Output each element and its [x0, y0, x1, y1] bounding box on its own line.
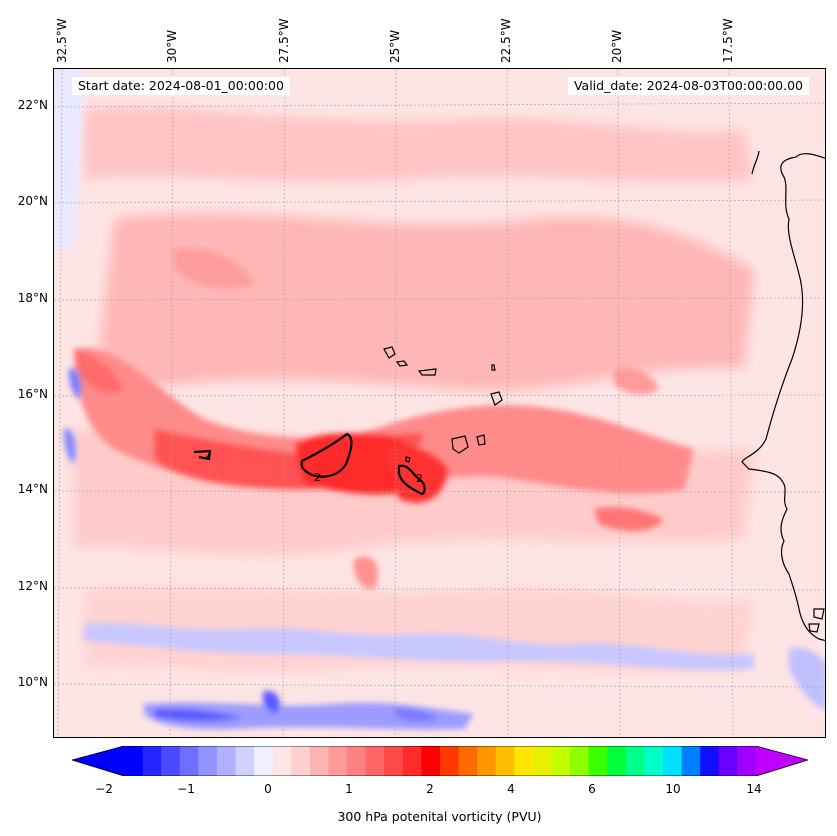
colorbar-segment — [235, 746, 255, 776]
colorbar-segment — [477, 746, 497, 776]
colorbar-tick-2: 2 — [426, 782, 434, 796]
contour-west — [193, 449, 212, 461]
colorbar-segment — [216, 746, 237, 776]
colorbar-segment — [737, 746, 757, 776]
lon-label-25w: 25°W — [388, 29, 402, 63]
island-boa-vista — [490, 391, 503, 406]
colorbar-tick-neg2: −2 — [95, 782, 113, 796]
colorbar-segment — [700, 746, 720, 776]
pv-negative-areas — [54, 69, 825, 730]
colorbar-segment — [142, 746, 162, 776]
colorbar-segment — [440, 746, 460, 776]
colorbar-segment — [384, 746, 404, 776]
pv-map: 2 2 2 — [53, 68, 826, 738]
colorbar-segment — [254, 746, 274, 776]
colorbar-segment — [532, 746, 553, 776]
gridline-20n — [54, 199, 825, 204]
gridline-14n — [54, 490, 825, 493]
island-sao-nicolau — [417, 368, 437, 376]
start-date-label: Start date: 2024-08-01_00:00:00 — [72, 77, 290, 95]
lon-label-30w: 30°W — [165, 29, 179, 63]
colorbar-segment — [309, 746, 330, 776]
coastline-north — [751, 150, 760, 175]
lat-label-14n: 14°N — [17, 482, 48, 496]
contour-label-west: 2 — [204, 449, 211, 462]
colorbar-tick-0: 0 — [264, 782, 272, 796]
contour-label-east: 2 — [416, 472, 423, 485]
colorbar-segment — [458, 746, 478, 776]
colorbar-segment — [124, 746, 144, 776]
lat-label-18n: 18°N — [17, 291, 48, 305]
lat-label-12n: 12°N — [17, 579, 48, 593]
colorbar-tick-10: 10 — [665, 782, 681, 796]
colorbar — [72, 746, 808, 776]
colorbar-segment — [625, 746, 646, 776]
colorbar-segment — [551, 746, 571, 776]
island-bissagos-2 — [808, 623, 820, 633]
colorbar-tick-14: 14 — [746, 782, 762, 796]
colorbar-tick-6: 6 — [588, 782, 596, 796]
colorbar-segment — [198, 746, 218, 776]
lon-label-32-5w: 32.5°W — [55, 18, 69, 63]
colorbar-tick-neg1: −1 — [177, 782, 195, 796]
colorbar-segment — [347, 746, 367, 776]
colorbar-segments — [124, 746, 757, 776]
lon-label-17-5w: 17.5°W — [721, 18, 735, 63]
contour-label-main: 2 — [314, 471, 321, 484]
lon-label-22-5w: 22.5°W — [499, 18, 513, 63]
lat-label-20n: 20°N — [17, 194, 48, 208]
colorbar-segment — [495, 746, 515, 776]
colorbar-max-extend — [756, 746, 808, 776]
colorbar-segment — [365, 746, 385, 776]
gridline-22n — [54, 102, 825, 108]
colorbar-segment — [644, 746, 664, 776]
island-fogo — [405, 456, 411, 463]
colorbar-tick-4: 4 — [507, 782, 515, 796]
colorbar-segment — [681, 746, 701, 776]
graticule — [54, 69, 825, 737]
lat-label-22n: 22°N — [17, 98, 48, 112]
island-sao-vicente — [395, 360, 409, 367]
coastline-africa — [741, 153, 825, 642]
lon-label-27-5w: 27.5°W — [277, 18, 291, 63]
gridline-18n — [54, 297, 825, 301]
island-maio — [476, 434, 486, 446]
colorbar-segment — [272, 746, 292, 776]
colorbar-segment — [607, 746, 627, 776]
island-bissagos-1 — [813, 608, 825, 620]
colorbar-segment — [161, 746, 181, 776]
colorbar-segment — [179, 746, 199, 776]
colorbar-segment — [421, 746, 441, 776]
island-santiago — [451, 435, 469, 454]
contour-main — [300, 432, 353, 478]
colorbar-min-extend — [72, 746, 124, 776]
gridline-12n — [54, 587, 825, 591]
gridline-16n — [54, 394, 825, 397]
colorbar-segment — [291, 746, 311, 776]
island-santo-antao — [383, 346, 396, 359]
valid-date-label: Valid_date: 2024-08-03T00:00:00.00 — [567, 77, 809, 95]
island-sal — [491, 364, 496, 371]
pv-field: 2 2 2 — [54, 69, 825, 737]
colorbar-label: 300 hPa potenital vorticity (PVU) — [337, 809, 542, 824]
colorbar-tick-1: 1 — [345, 782, 353, 796]
colorbar-segment — [663, 746, 683, 776]
contour-east — [397, 464, 426, 496]
coastline — [383, 150, 825, 642]
colorbar-segment — [402, 746, 423, 776]
colorbar-segment — [588, 746, 608, 776]
colorbar-segment — [718, 746, 739, 776]
colorbar-segment — [328, 746, 348, 776]
lat-label-16n: 16°N — [17, 387, 48, 401]
lat-label-10n: 10°N — [17, 675, 48, 689]
gridline-10n — [54, 683, 825, 688]
lon-label-20w: 20°W — [610, 29, 624, 63]
colorbar-segment — [514, 746, 534, 776]
pv-main-band — [74, 248, 694, 589]
pv-contours — [193, 432, 426, 496]
colorbar-segment — [570, 746, 590, 776]
